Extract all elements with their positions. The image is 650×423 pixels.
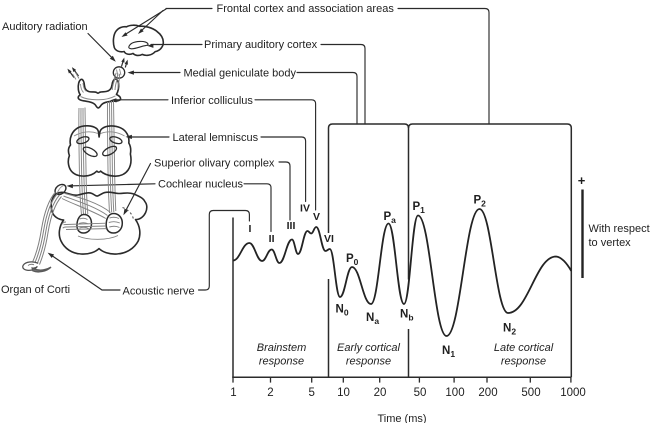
svg-text:Acoustic nerve: Acoustic nerve [123, 286, 195, 298]
svg-text:+: + [578, 173, 586, 188]
svg-text:500: 500 [521, 387, 540, 399]
svg-text:Late cortical: Late cortical [494, 342, 554, 354]
svg-text:VI: VI [324, 233, 334, 245]
svg-text:100: 100 [445, 387, 464, 399]
svg-text:50: 50 [414, 387, 427, 399]
svg-text:Na: Na [366, 312, 379, 326]
svg-text:Lateral lemniscus: Lateral lemniscus [173, 132, 259, 144]
svg-text:Auditory radiation: Auditory radiation [2, 21, 88, 33]
svg-text:P2: P2 [474, 195, 487, 209]
svg-text:N1: N1 [442, 345, 455, 359]
svg-text:N2: N2 [503, 323, 516, 337]
svg-text:response: response [346, 356, 391, 368]
svg-text:Primary auditory cortex: Primary auditory cortex [204, 39, 318, 51]
svg-text:Cochlear nucleus: Cochlear nucleus [158, 179, 243, 191]
svg-text:Pa: Pa [384, 211, 397, 225]
svg-text:2: 2 [267, 387, 273, 399]
svg-text:P1: P1 [413, 201, 426, 215]
svg-text:V: V [313, 211, 320, 223]
svg-text:Medial geniculate body: Medial geniculate body [184, 67, 297, 79]
svg-text:With respect: With respect [589, 223, 650, 235]
svg-text:response: response [501, 356, 546, 368]
svg-text:IV: IV [300, 203, 310, 215]
svg-text:Brainstem: Brainstem [257, 342, 307, 354]
svg-text:P0: P0 [346, 253, 359, 267]
svg-text:Inferior colliculus: Inferior colliculus [171, 95, 253, 107]
svg-text:Organ of Corti: Organ of Corti [1, 284, 70, 296]
svg-text:response: response [259, 356, 304, 368]
svg-text:Early cortical: Early cortical [337, 342, 401, 354]
svg-text:Frontal cortex and association: Frontal cortex and association areas [217, 3, 395, 15]
svg-text:Superior olivary complex: Superior olivary complex [154, 157, 275, 169]
svg-text:200: 200 [478, 387, 497, 399]
svg-text:Time (ms): Time (ms) [377, 413, 426, 423]
svg-text:1000: 1000 [560, 387, 586, 399]
svg-text:N0: N0 [336, 304, 349, 318]
svg-text:to vertex: to vertex [589, 237, 632, 249]
svg-text:10: 10 [337, 387, 350, 399]
svg-text:1: 1 [230, 387, 236, 399]
svg-text:5: 5 [308, 387, 314, 399]
svg-text:III: III [287, 220, 296, 232]
svg-text:I: I [249, 223, 252, 235]
svg-text:20: 20 [374, 387, 387, 399]
svg-text:II: II [269, 233, 275, 245]
svg-text:Nb: Nb [400, 309, 414, 323]
